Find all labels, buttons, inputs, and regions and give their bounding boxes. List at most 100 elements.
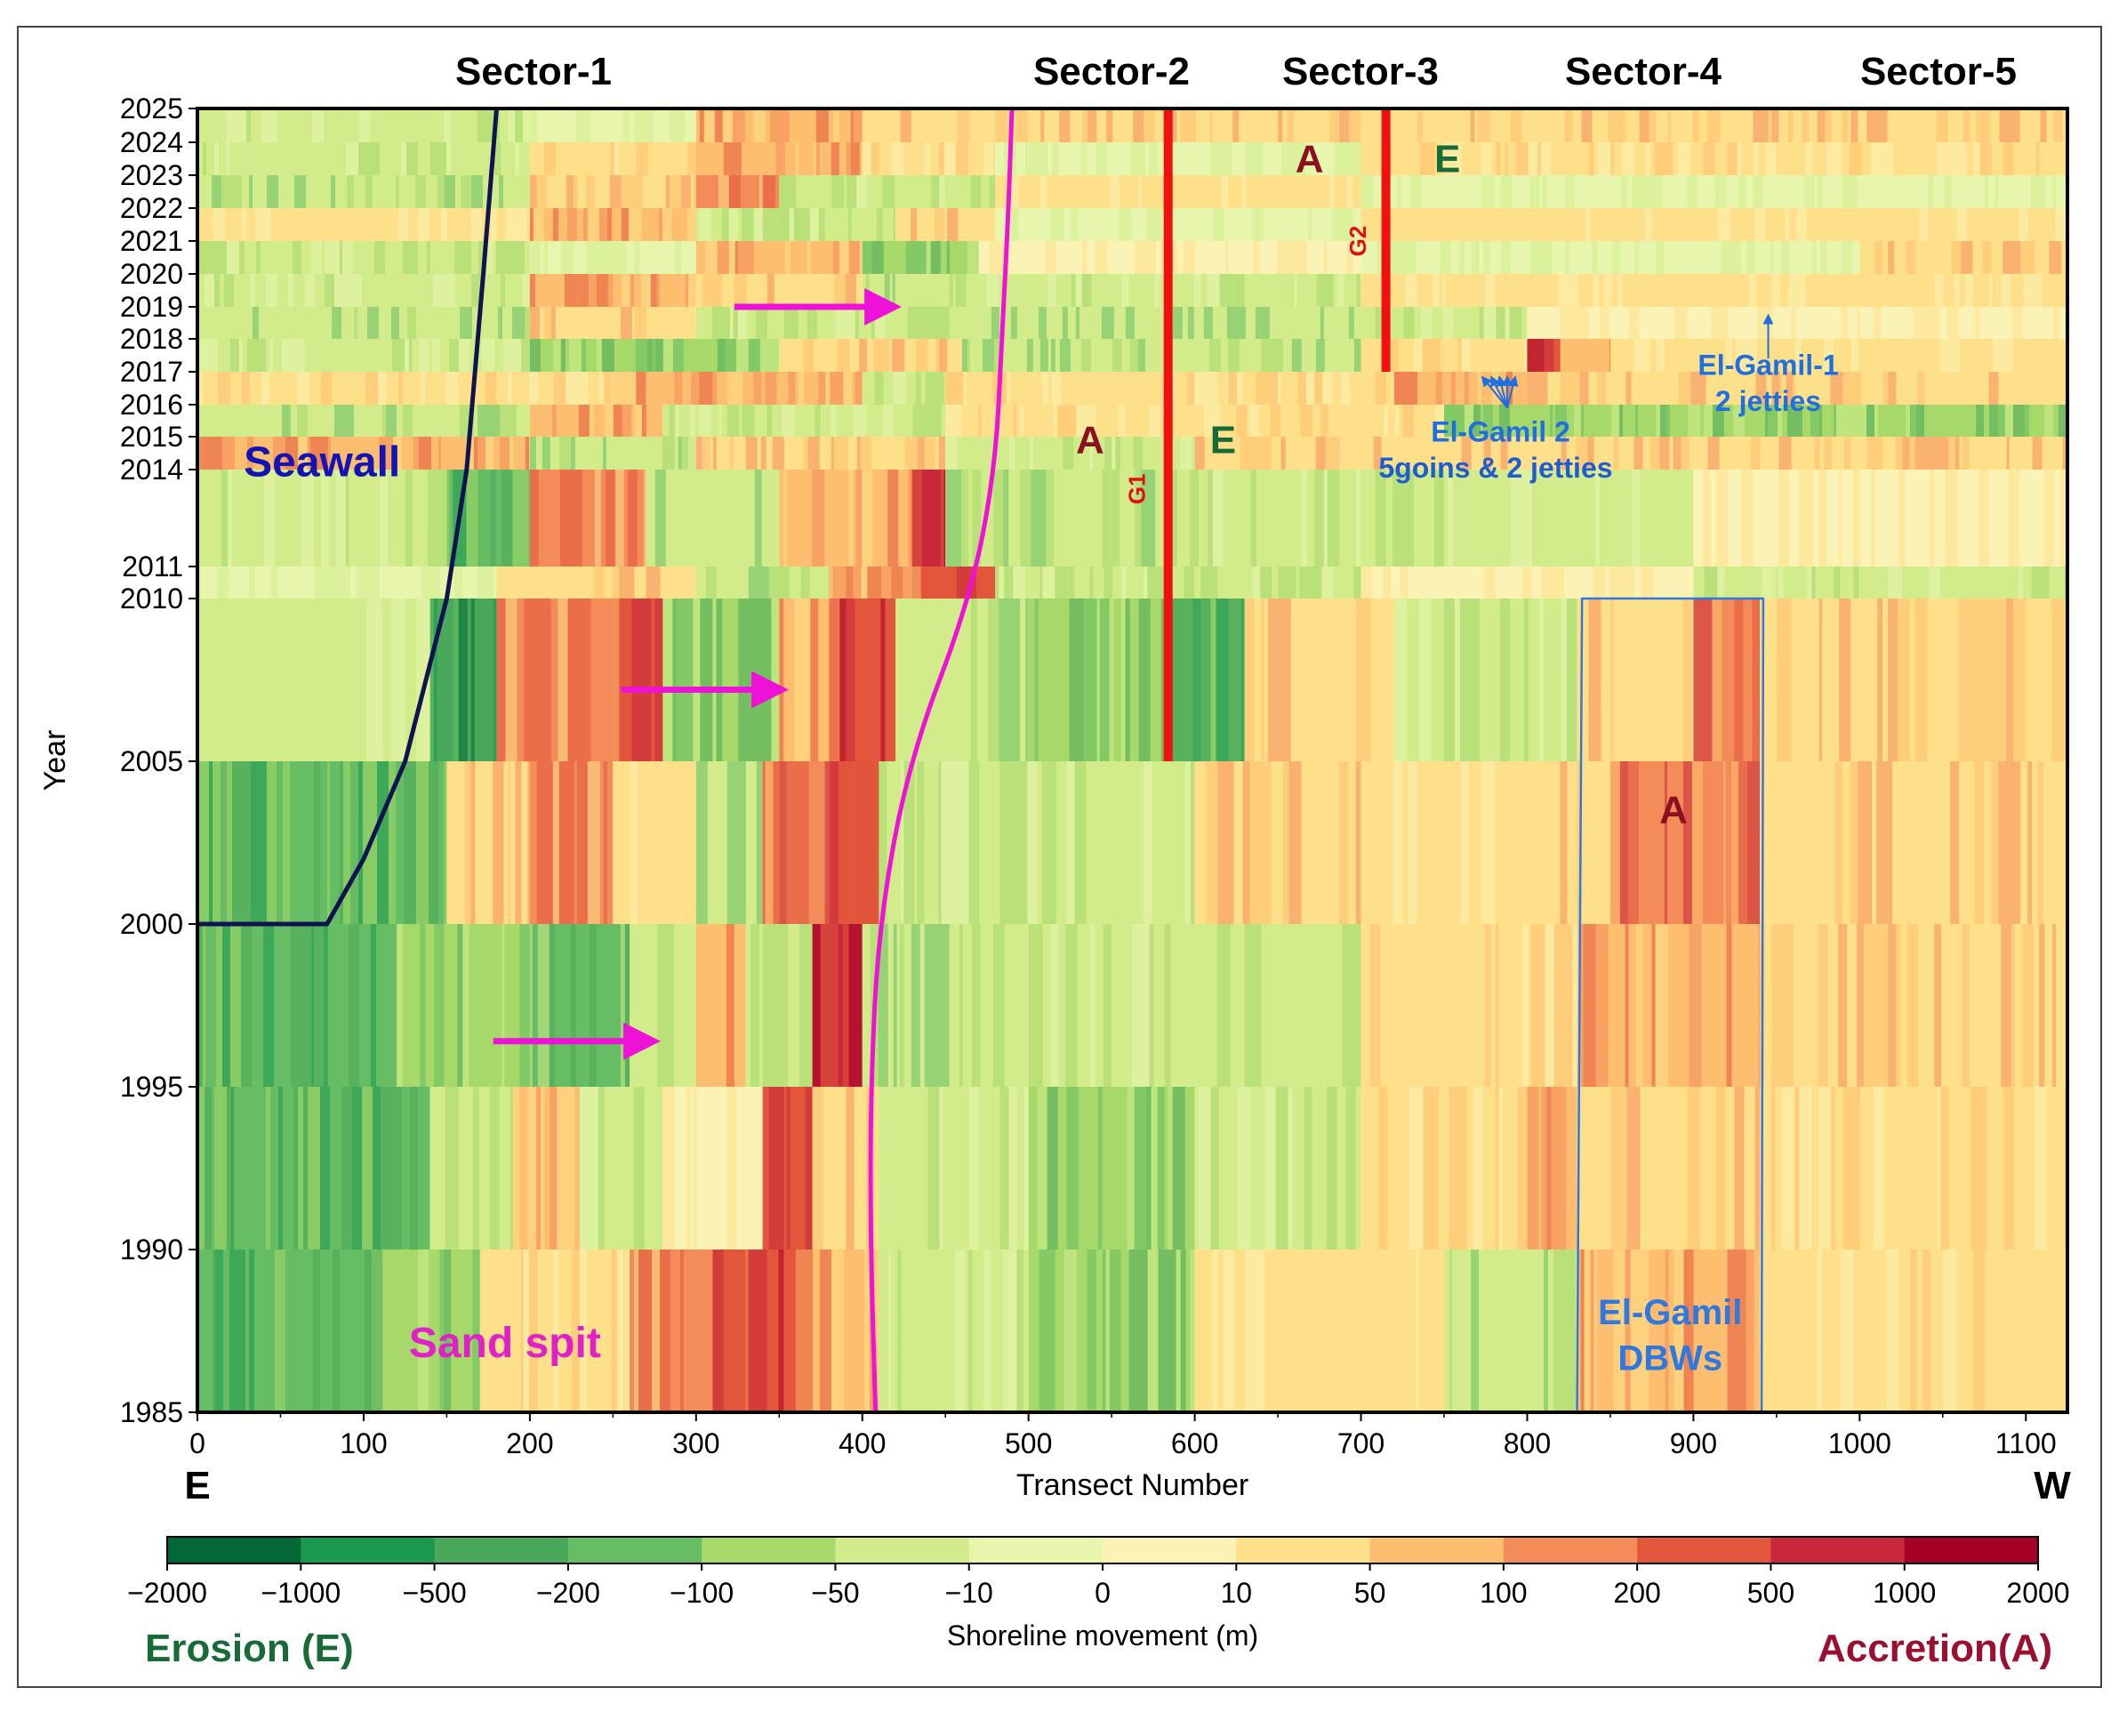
heat-stripe (1970, 437, 1980, 470)
heat-stripe (582, 372, 588, 405)
heat-stripe (1242, 1250, 1246, 1412)
heat-stripe (1020, 599, 1025, 761)
heat-stripe (553, 761, 559, 924)
heat-stripe (847, 142, 851, 175)
heat-stripe (1998, 761, 2010, 924)
heat-stripe (1630, 339, 1634, 372)
heat-stripe (1567, 470, 1571, 567)
heat-stripe (1043, 924, 1051, 1087)
heat-stripe (1505, 307, 1510, 339)
heat-stripe (1500, 339, 1506, 372)
heat-stripe (849, 924, 860, 1087)
heat-stripe (240, 761, 251, 924)
heat-stripe (696, 567, 702, 599)
heat-stripe (908, 470, 911, 567)
heat-stripe (1054, 405, 1057, 437)
heat-stripe (991, 1250, 1003, 1412)
heat-stripe (807, 307, 811, 339)
heat-stripe (1858, 241, 1860, 274)
heat-stripe (900, 208, 911, 241)
heat-stripe (1703, 208, 1711, 241)
heat-stripe (1545, 924, 1554, 1087)
heat-stripe (1849, 108, 1851, 142)
heat-stripe (540, 761, 548, 924)
heat-stripe (430, 142, 436, 175)
heat-stripe (1089, 567, 1093, 599)
heat-stripe (1683, 761, 1692, 924)
heat-stripe (1313, 1250, 1316, 1412)
heat-stripe (1439, 1087, 1441, 1250)
heat-stripe (1122, 274, 1129, 307)
heat-stripe (1985, 175, 1989, 208)
heat-stripe (699, 208, 711, 241)
heat-stripe (622, 175, 631, 208)
heat-stripe (249, 175, 253, 208)
heat-stripe (523, 108, 530, 142)
heat-stripe (1842, 108, 1849, 142)
heat-stripe (670, 108, 672, 142)
heat-stripe (1046, 241, 1053, 274)
heat-stripe (2037, 274, 2043, 307)
heat-stripe (875, 307, 886, 339)
heat-stripe (1227, 307, 1240, 339)
heat-stripe (1635, 241, 1639, 274)
heat-stripe (1866, 405, 1874, 437)
heat-stripe (482, 339, 494, 372)
heat-stripe (1606, 372, 1613, 405)
heat-stripe (843, 372, 852, 405)
heat-stripe (1252, 142, 1263, 175)
heat-stripe (1121, 567, 1126, 599)
heat-stripe (1434, 208, 1440, 241)
heat-stripe (738, 599, 750, 761)
heat-stripe (1997, 1250, 2005, 1412)
heat-stripe (412, 339, 419, 372)
heat-stripe (1888, 924, 1896, 1087)
heat-stripe (1598, 142, 1606, 175)
heat-stripe (1402, 405, 1414, 437)
heat-stripe (1328, 470, 1331, 567)
heat-stripe (1106, 1250, 1110, 1412)
heat-stripe (1384, 761, 1393, 924)
heat-stripe (940, 307, 944, 339)
heat-stripe (1027, 307, 1039, 339)
heat-stripe (1217, 924, 1220, 1087)
heat-stripe (418, 208, 429, 241)
heat-stripe (1258, 1250, 1265, 1412)
heat-stripe (1851, 339, 1858, 372)
heat-stripe (662, 924, 674, 1087)
heat-stripe (1229, 599, 1241, 761)
heat-stripe (1746, 1250, 1754, 1412)
heat-stripe (571, 437, 575, 470)
heat-stripe (457, 924, 462, 1087)
heat-stripe (1306, 372, 1314, 405)
heat-stripe (1771, 924, 1781, 1087)
heat-stripe (567, 599, 576, 761)
heat-stripe (2005, 405, 2013, 437)
heat-stripe (1965, 274, 1973, 307)
heat-stripe (1641, 567, 1654, 599)
heat-stripe (342, 241, 353, 274)
heat-stripe (1213, 470, 1224, 567)
heat-stripe (290, 307, 299, 339)
heat-stripe (1025, 599, 1029, 761)
heat-stripe (1110, 599, 1114, 761)
heat-stripe (631, 175, 643, 208)
heat-stripe (1295, 274, 1297, 307)
heat-stripe (1529, 142, 1538, 175)
heat-stripe (891, 924, 894, 1087)
heat-stripe (237, 1250, 245, 1412)
heat-stripe (1324, 241, 1328, 274)
heat-stripe (346, 405, 354, 437)
heat-stripe (1634, 437, 1643, 470)
heat-stripe (851, 108, 854, 142)
heat-stripe (1880, 274, 1886, 307)
heat-stripe (226, 108, 238, 142)
heat-stripe (450, 1087, 459, 1250)
heat-stripe (945, 405, 955, 437)
heat-stripe (588, 208, 599, 241)
heat-stripe (1781, 924, 1794, 1087)
heat-stripe (1611, 208, 1623, 241)
heat-stripe (1441, 241, 1445, 274)
heat-stripe (1443, 761, 1456, 924)
heat-stripe (1232, 142, 1245, 175)
